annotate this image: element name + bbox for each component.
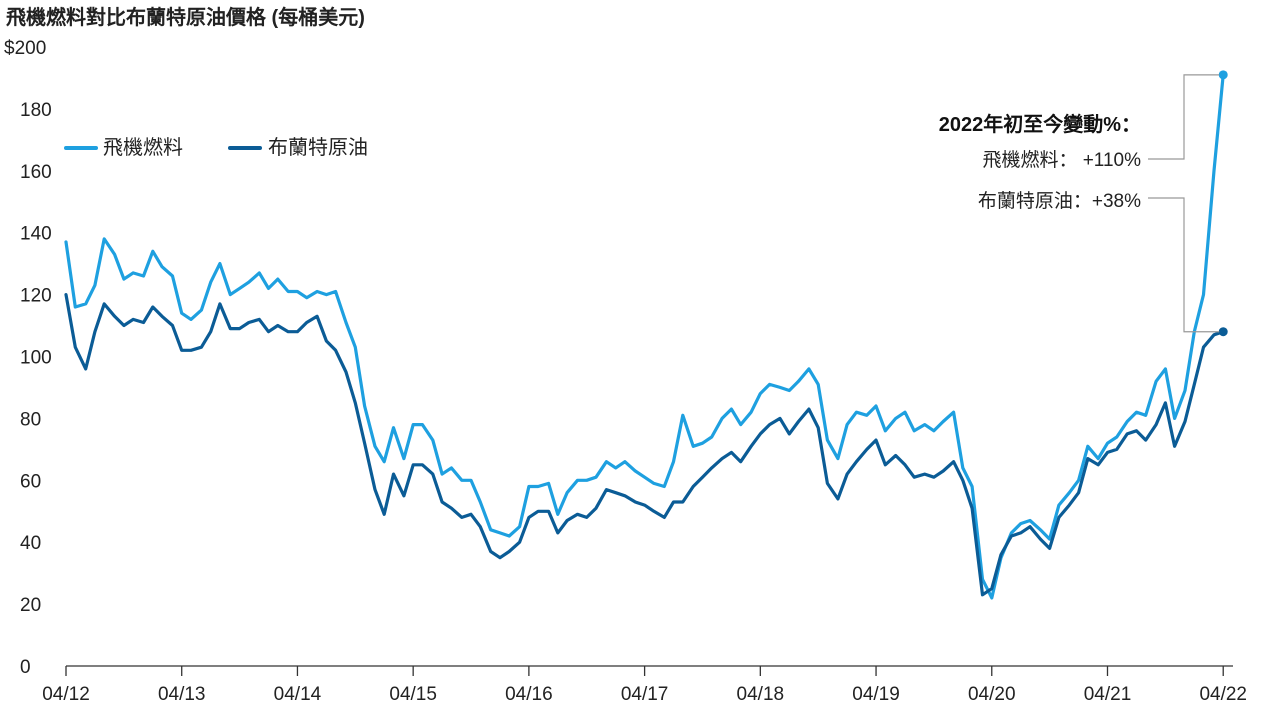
y-tick-label-180: 180 (20, 100, 52, 121)
y-tick-label-0: 0 (20, 657, 31, 678)
x-tick-label-04/21: 04/21 (1084, 684, 1132, 705)
x-tick-label-04/13: 04/13 (158, 684, 206, 705)
y-tick-label-20: 20 (20, 595, 41, 616)
annotation-leader-jet-fuel (1148, 74, 1220, 160)
legend-label-jet-fuel: 飛機燃料 (103, 136, 183, 159)
series-line-jet-fuel (64, 73, 1225, 600)
y-tick-label-100: 100 (20, 348, 52, 369)
x-tick-label-04/18: 04/18 (737, 684, 785, 705)
x-tick-label-04/14: 04/14 (274, 684, 322, 705)
legend-label-brent: 布蘭特原油 (268, 136, 368, 159)
x-tick-label-04/22: 04/22 (1199, 684, 1247, 705)
annotation-brent-change: 布蘭特原油：+38% (978, 190, 1141, 212)
x-tick-label-04/16: 04/16 (505, 684, 553, 705)
y-tick-label-60: 60 (20, 471, 41, 492)
y-axis-ticks: 0 20 40 60 80 100 120 140 160 180 $200 (4, 38, 52, 678)
y-tick-label-160: 160 (20, 162, 52, 183)
end-point-brent (1218, 327, 1228, 337)
y-tick-label-80: 80 (20, 409, 41, 430)
x-tick-label-04/20: 04/20 (968, 684, 1016, 705)
ytd-change-annotation: 2022年初至今變動%： 飛機燃料： +110% 布蘭特原油：+38% (939, 74, 1220, 333)
annotation-leader-brent (1148, 197, 1220, 333)
annotation-heading: 2022年初至今變動%： (939, 112, 1141, 136)
y-tick-label-40: 40 (20, 533, 41, 554)
series-line-brent (64, 293, 1225, 597)
x-axis: 04/12 04/13 04/14 04/15 04/16 04/17 04/18 04/19… (42, 665, 1247, 705)
x-tick-label-04/19: 04/19 (852, 684, 900, 705)
y-tick-label-120: 120 (20, 286, 52, 307)
x-tick-label-04/12: 04/12 (42, 684, 90, 705)
legend: 飛機燃料 布蘭特原油 (64, 136, 368, 159)
y-tick-label-200: $200 (4, 38, 46, 59)
series-end-markers (1218, 70, 1228, 337)
x-tick-label-04/15: 04/15 (389, 684, 437, 705)
annotation-jet-fuel-change: 飛機燃料： +110% (982, 149, 1141, 171)
end-point-jet-fuel (1218, 70, 1228, 80)
series-lines (64, 73, 1225, 600)
y-tick-label-140: 140 (20, 224, 52, 245)
chart-title: 飛機燃料對比布蘭特原油價格 (每桶美元) (6, 5, 365, 29)
x-tick-label-04/17: 04/17 (621, 684, 669, 705)
